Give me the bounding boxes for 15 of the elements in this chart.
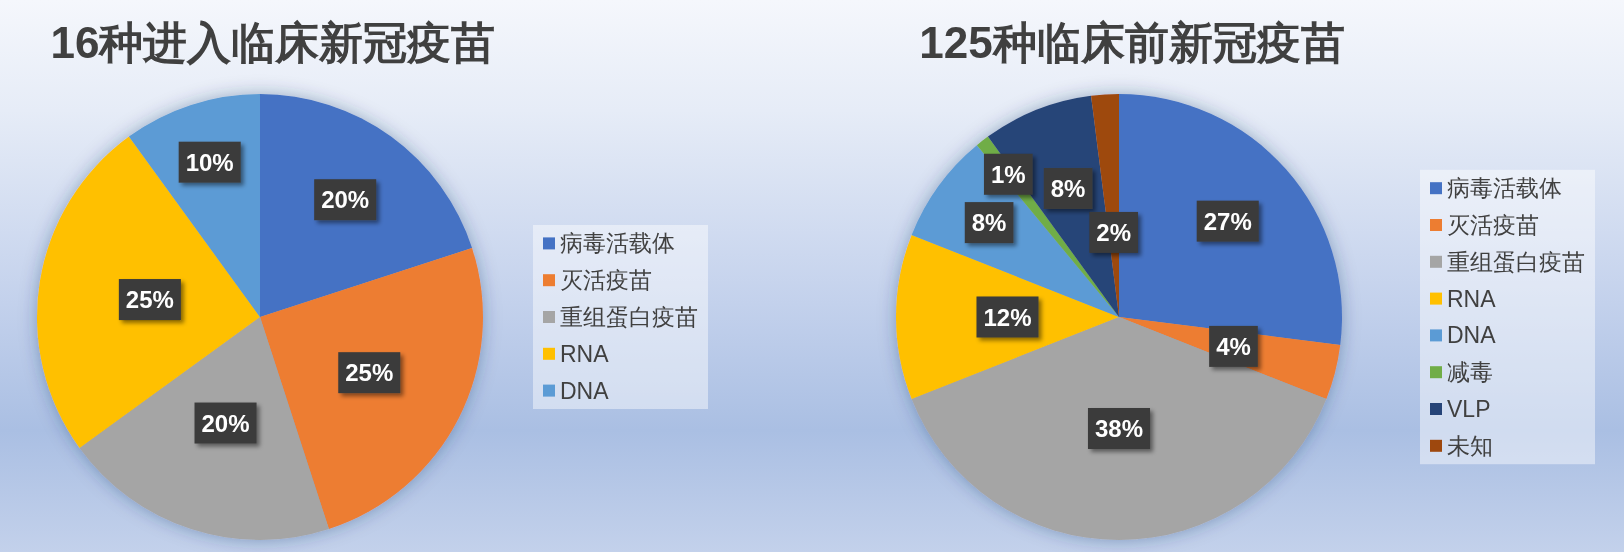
data-label: 10% — [185, 148, 234, 176]
data-label: 25% — [345, 359, 394, 387]
data-label: 8% — [971, 209, 1007, 237]
data-label: 25% — [125, 286, 174, 314]
data-label: 1% — [990, 160, 1026, 188]
data-label: 27% — [1203, 207, 1252, 235]
data-label: 4% — [1216, 332, 1251, 360]
data-label: 38% — [1094, 415, 1144, 442]
data-label: 8% — [1050, 174, 1086, 202]
data-label: 20% — [201, 409, 250, 437]
data-label: 12% — [983, 303, 1032, 331]
title: 16种进入临床新冠疫苗 — [50, 18, 496, 67]
data-label: 20% — [321, 186, 370, 214]
data-label: 2% — [1096, 218, 1132, 246]
title: 125种临床前新冠疫苗 — [919, 18, 1345, 67]
